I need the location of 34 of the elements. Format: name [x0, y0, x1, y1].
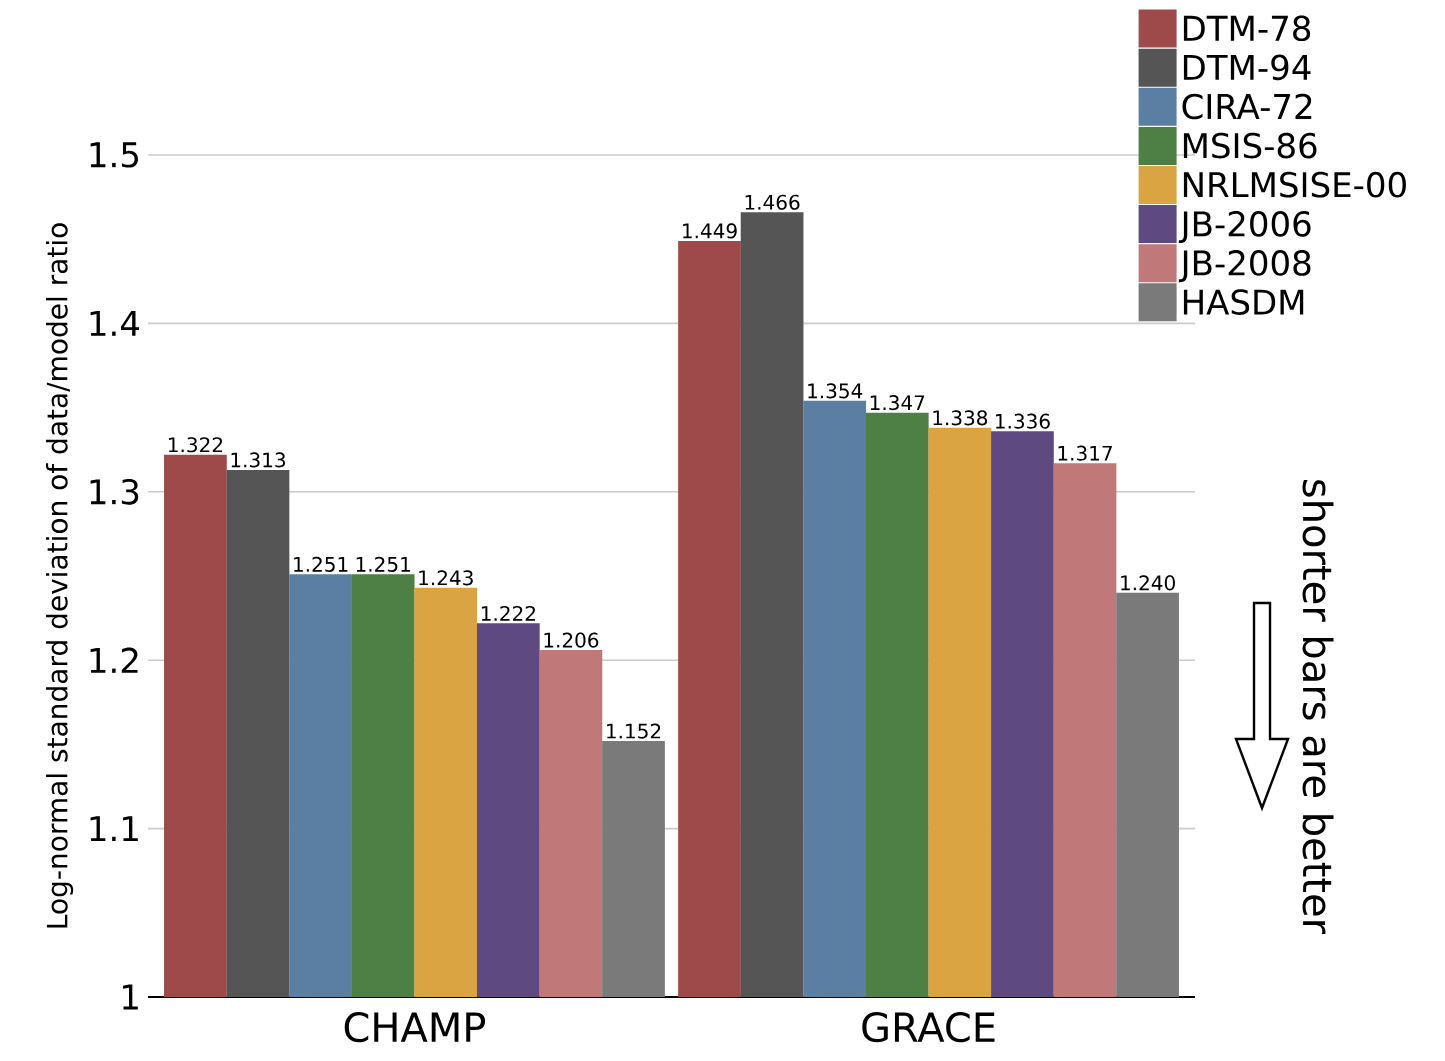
data-label: 1.206 [544, 632, 599, 648]
data-label: 1.243 [419, 570, 473, 586]
data-label: 1.466 [745, 194, 800, 210]
legend-label: JB-2008 [1178, 250, 1311, 283]
data-label: 1.336 [996, 413, 1050, 429]
data-label: 1.317 [1058, 445, 1112, 461]
text: shorter bars are better [1302, 480, 1334, 935]
legend-label: CIRA-72 [1182, 93, 1312, 120]
y-tick-label: 1.4 [90, 311, 140, 336]
data-label: 1.354 [808, 383, 863, 399]
y-tick-label: 1.3 [90, 478, 139, 505]
data-label: 1.251 [294, 556, 348, 572]
data-label: 1.251 [356, 556, 410, 572]
legend-label: NRLMSISE-00 [1183, 171, 1406, 198]
data-label: 1.449 [683, 223, 737, 239]
data-label: 1.313 [231, 452, 286, 468]
y-axis-title: Log-normal standard deviation of data/model ratio [46, 223, 74, 928]
legend-label: JB-2006 [1178, 210, 1311, 244]
data-label: 1.338 [933, 410, 988, 426]
y-tick-label: 1.2 [90, 647, 138, 673]
data-label: 1.222 [481, 605, 535, 621]
x-tick-label: GRACE [862, 1012, 995, 1043]
legend-label: HASDM [1183, 289, 1304, 315]
legend-label: DTM-78 [1183, 15, 1311, 42]
y-tick-label: 1.5 [90, 142, 138, 168]
y-tick-label: 1.1 [90, 816, 138, 841]
data-label: 1.347 [870, 395, 925, 411]
legend-label: DTM-94 [1183, 54, 1311, 81]
y-tick-label: 1 [123, 984, 138, 1010]
legend-label: MSIS-86 [1183, 132, 1317, 159]
x-tick-label: CHAMP [344, 1012, 486, 1043]
data-label: 1.152 [607, 723, 661, 739]
data-label: 1.322 [168, 437, 223, 453]
data-label: 1.240 [1121, 575, 1175, 591]
